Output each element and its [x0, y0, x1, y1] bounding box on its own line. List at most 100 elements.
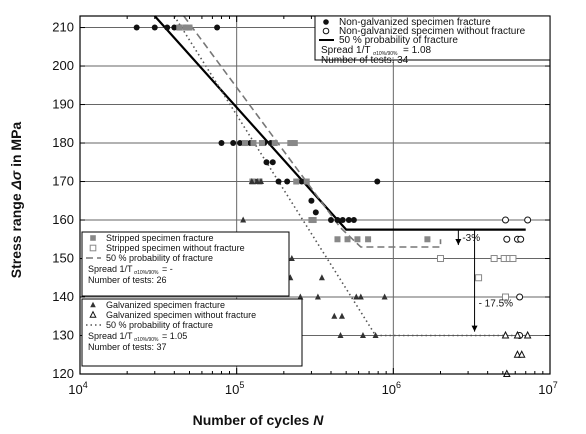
point-stripped-specimen-without-fracture [475, 274, 483, 282]
x-tick-base: 10 [538, 382, 552, 397]
point-stripped-specimen-fracture [310, 217, 317, 224]
y-tick-label: 160 [52, 212, 74, 227]
legend-marker [322, 27, 330, 35]
point-galvanized-specimen-fracture [331, 312, 338, 319]
point-non-galvanized-specimen-without-fracture [524, 216, 532, 224]
point-galvanized-specimen-fracture [318, 274, 325, 281]
annotation-label: -3% [462, 233, 480, 244]
y-tick-label: 210 [52, 20, 74, 35]
x-tick-label: 107 [538, 380, 557, 397]
x-tick-base: 10 [68, 382, 82, 397]
y-tick-label: 140 [52, 289, 74, 304]
point-non-galvanized-specimen-fracture [339, 217, 346, 224]
point-non-galvanized-specimen-fracture [218, 140, 225, 147]
legend-entry: 50 % probability of fracture [339, 35, 458, 46]
point-galvanized-specimen-fracture [248, 178, 255, 185]
legend-box [81, 298, 303, 367]
point-stripped-specimen-fracture [186, 24, 193, 31]
x-tick-label: 104 [68, 380, 87, 397]
point-galvanized-specimen-fracture [240, 216, 247, 223]
legend-entry: Non-galvanized specimen without fracture [339, 26, 526, 37]
legend-entry: 50 % probability of fracture [106, 320, 213, 330]
point-galvanized-specimen-without-fracture [513, 330, 522, 339]
point-non-galvanized-specimen-fracture [350, 217, 357, 224]
point-stripped-specimen-fracture [365, 236, 372, 243]
point-stripped-specimen-fracture [303, 178, 310, 185]
point-galvanized-specimen-fracture [338, 312, 345, 319]
point-stripped-specimen-fracture [334, 236, 341, 243]
point-galvanized-specimen-fracture [357, 293, 364, 300]
point-stripped-specimen-fracture [250, 140, 257, 147]
point-stripped-specimen-fracture [344, 236, 351, 243]
legend-spread-value: = - [162, 264, 173, 274]
y-tick-label: 120 [52, 366, 74, 381]
point-non-galvanized-specimen-without-fracture [502, 216, 510, 224]
legend-spread-value: = 1.08 [403, 45, 432, 56]
point-stripped-specimen-without-fracture [490, 255, 498, 263]
point-stripped-specimen-fracture [287, 140, 294, 147]
y-tick-label: 200 [52, 58, 74, 73]
point-galvanized-specimen-fracture [254, 178, 261, 185]
point-stripped-specimen-fracture [293, 178, 300, 185]
legend-entry: Galvanized specimen without fracture [106, 310, 256, 320]
data-points [133, 24, 532, 377]
legend-tests: Number of tests: 26 [88, 275, 167, 285]
point-stripped-specimen-without-fracture [502, 293, 510, 301]
point-non-galvanized-specimen-fracture [230, 140, 237, 147]
point-non-galvanized-specimen-fracture [133, 24, 140, 31]
point-galvanized-specimen-without-fracture [517, 350, 526, 358]
legend-spread-value: = 1.05 [162, 331, 187, 341]
x-axis-label: Number of cycles N [193, 412, 325, 428]
point-stripped-specimen-fracture [271, 140, 278, 147]
point-non-galvanized-specimen-fracture [269, 159, 276, 166]
point-non-galvanized-specimen-fracture [298, 178, 305, 185]
legend-spread-label: Spread 1/T [88, 264, 133, 274]
legend-spread-subscript: σ10%/90% [373, 51, 398, 57]
legend-tests: Number of tests: 37 [88, 342, 167, 352]
annotations: -3% - 17.5% [455, 229, 514, 332]
point-non-galvanized-specimen-fracture [151, 24, 158, 31]
point-galvanized-specimen-without-fracture [523, 330, 532, 339]
point-stripped-specimen-fracture [182, 24, 189, 31]
arrow-head [455, 239, 462, 246]
point-galvanized-specimen-without-fracture [501, 330, 510, 339]
y-axis-label: Stress range Δσ in MPa [8, 122, 24, 279]
point-stripped-specimen-fracture [354, 236, 361, 243]
line-dashed [183, 15, 442, 248]
legend-marker [90, 235, 96, 241]
legend-spread-label: Spread 1/T [88, 331, 133, 341]
point-stripped-specimen-fracture [291, 140, 298, 147]
point-galvanized-specimen-fracture [359, 332, 366, 339]
point-non-galvanized-specimen-fracture [284, 178, 291, 185]
legend-entry: 50 % probability of fracture [106, 253, 213, 263]
legend-box [314, 15, 551, 61]
point-non-galvanized-specimen-fracture [275, 178, 282, 185]
y-tick-label: 150 [52, 251, 74, 266]
legend-entry: Stripped specimen without fracture [106, 243, 245, 253]
point-galvanized-specimen-fracture [258, 178, 265, 185]
point-stripped-specimen-fracture [424, 236, 431, 243]
legend-box [81, 231, 290, 297]
legend-marker [89, 310, 97, 318]
point-non-galvanized-specimen-fracture [236, 140, 243, 147]
legend-entry: Stripped specimen fracture [106, 233, 214, 243]
point-stripped-specimen-without-fracture [436, 255, 444, 263]
point-non-galvanized-specimen-fracture [263, 159, 270, 166]
point-galvanized-specimen-fracture [288, 255, 295, 262]
point-galvanized-specimen-fracture [297, 293, 304, 300]
point-galvanized-specimen-fracture [314, 293, 321, 300]
point-stripped-specimen-without-fracture [509, 255, 517, 263]
y-tick-label: 190 [52, 97, 74, 112]
line-dotted [173, 15, 526, 337]
x-tick-exponent: 4 [83, 380, 88, 390]
arrow-head [471, 325, 478, 332]
point-stripped-specimen-fracture [176, 24, 183, 31]
y-tick-label: 170 [52, 174, 74, 189]
point-non-galvanized-specimen-fracture [327, 217, 334, 224]
annotation-label: - 17.5% [479, 299, 514, 310]
x-tick-exponent: 7 [553, 380, 558, 390]
point-non-galvanized-specimen-fracture [312, 209, 319, 216]
